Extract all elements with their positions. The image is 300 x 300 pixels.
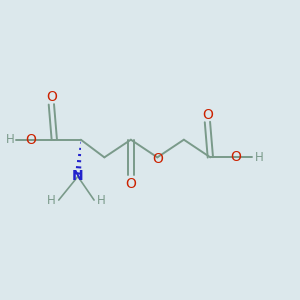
Text: O: O xyxy=(46,90,57,104)
Text: O: O xyxy=(25,133,36,147)
Text: H: H xyxy=(6,133,15,146)
Text: N: N xyxy=(72,169,84,184)
Text: O: O xyxy=(230,150,241,164)
Text: H: H xyxy=(254,151,263,164)
Text: O: O xyxy=(125,177,136,191)
Text: H: H xyxy=(47,194,56,207)
Text: H: H xyxy=(97,194,106,207)
Text: O: O xyxy=(152,152,163,166)
Text: O: O xyxy=(202,108,213,122)
